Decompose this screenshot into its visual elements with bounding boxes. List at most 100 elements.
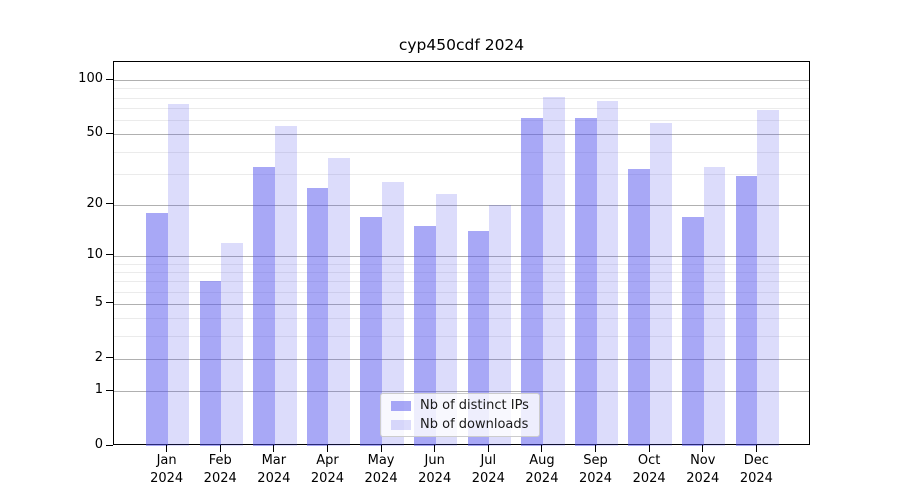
x-tick-mark (326, 445, 328, 452)
x-tick-year: 2024 (739, 470, 773, 486)
y-tick-mark (106, 444, 113, 446)
x-tick-month: Feb (208, 453, 232, 468)
x-tick-label: Jul 2024 (460, 452, 516, 487)
bar-distinct-ips-dec (735, 176, 758, 446)
y-tick-label: 100 (78, 71, 103, 87)
bar-distinct-ips-feb (199, 281, 222, 446)
x-tick-label: Jan 2024 (139, 452, 195, 487)
x-tick-label: Jun 2024 (407, 452, 463, 487)
x-tick-mark (166, 445, 168, 452)
x-tick-year: 2024 (364, 470, 398, 486)
x-tick-month: Jul (480, 453, 497, 468)
x-tick-mark (273, 445, 275, 452)
x-tick-mark (648, 445, 650, 452)
x-tick-month: May (367, 453, 395, 468)
x-tick-month: Oct (637, 453, 661, 468)
bar-distinct-ips-jun (413, 226, 436, 446)
chart-title: cyp450cdf 2024 (398, 36, 525, 54)
gridline-major (114, 80, 809, 82)
bar-distinct-ips-apr (306, 187, 329, 446)
gridline-minor (114, 281, 809, 283)
x-tick-label: Mar 2024 (246, 452, 302, 487)
x-tick-mark (380, 445, 382, 452)
bar-downloads-dec (757, 110, 780, 446)
gridline-minor (114, 263, 809, 265)
x-tick-label: Feb 2024 (192, 452, 248, 487)
bar-distinct-ips-jan (145, 212, 168, 446)
bar-downloads-oct (650, 122, 672, 446)
x-tick-label: May 2024 (353, 452, 409, 487)
bar-downloads-feb (221, 242, 243, 446)
bar-distinct-ips-may (360, 216, 383, 446)
gridline-major (114, 358, 809, 360)
x-tick-label: Sep 2024 (568, 452, 624, 487)
gridline-major (114, 204, 809, 206)
x-tick-month: Apr (316, 453, 339, 468)
gridline-minor (114, 336, 809, 338)
bar-downloads-mar (274, 125, 297, 446)
legend-row: Nb of distinct IPs (391, 396, 529, 415)
x-tick-year: 2024 (632, 470, 666, 486)
gridline-minor (114, 271, 809, 273)
y-tick-mark (106, 203, 113, 205)
bar-distinct-ips-nov (682, 216, 704, 446)
gridline-minor (114, 120, 809, 122)
gridline-major (114, 134, 809, 136)
x-tick-year: 2024 (686, 470, 720, 486)
x-tick-mark (434, 445, 436, 452)
y-tick-label: 50 (86, 125, 103, 141)
gridline-minor (114, 108, 809, 110)
bar-distinct-ips-oct (628, 168, 651, 446)
x-tick-year: 2024 (418, 470, 452, 486)
legend-label: Nb of downloads (420, 417, 529, 432)
x-tick-year: 2024 (578, 470, 613, 486)
y-tick-mark (106, 302, 113, 304)
y-tick-mark (106, 357, 113, 359)
x-tick-mark (755, 445, 757, 452)
legend: Nb of distinct IPs Nb of downloads (380, 393, 540, 437)
gridline-major (114, 391, 809, 393)
gridline-minor (114, 291, 809, 293)
x-tick-label: Dec 2024 (728, 452, 784, 487)
bar-downloads-sep (596, 100, 619, 446)
x-tick-label: Apr 2024 (299, 452, 355, 487)
x-tick-mark (487, 445, 489, 452)
bar-downloads-jun (435, 194, 458, 446)
plot-area (113, 61, 810, 446)
bar-distinct-ips-mar (253, 166, 275, 446)
x-tick-month: Jan (156, 453, 177, 468)
bar-distinct-ips-aug (521, 117, 543, 446)
x-tick-year: 2024 (203, 470, 237, 486)
legend-swatch-distinct-ips (391, 400, 411, 411)
bar-distinct-ips-sep (574, 117, 597, 446)
x-tick-year: 2024 (525, 470, 559, 486)
x-tick-year: 2024 (310, 470, 344, 486)
x-tick-mark (219, 445, 221, 452)
y-tick-label: 10 (86, 246, 103, 262)
x-tick-month: Nov (690, 453, 716, 468)
x-tick-label: Oct 2024 (621, 452, 677, 487)
x-tick-month: Aug (529, 453, 555, 468)
legend-label: Nb of distinct IPs (420, 398, 529, 413)
gridline-minor (114, 318, 809, 320)
bar-downloads-apr (328, 157, 351, 446)
y-tick-label: 1 (94, 382, 103, 398)
y-tick-mark (106, 254, 113, 256)
gridline-minor (114, 97, 809, 99)
x-tick-year: 2024 (471, 470, 505, 486)
legend-swatch-downloads (391, 419, 411, 430)
y-tick-label: 20 (86, 195, 103, 211)
bar-downloads-aug (542, 96, 565, 446)
x-tick-month: Jun (424, 453, 445, 468)
legend-row: Nb of downloads (391, 415, 529, 434)
x-tick-month: Dec (743, 453, 769, 468)
gridline-major (114, 255, 809, 257)
x-tick-mark (595, 445, 597, 452)
y-tick-mark (106, 78, 113, 80)
bar-downloads-nov (703, 166, 726, 446)
x-tick-month: Mar (261, 453, 287, 468)
x-tick-mark (541, 445, 543, 452)
gridline-minor (114, 173, 809, 175)
bar-downloads-jan (167, 103, 190, 446)
